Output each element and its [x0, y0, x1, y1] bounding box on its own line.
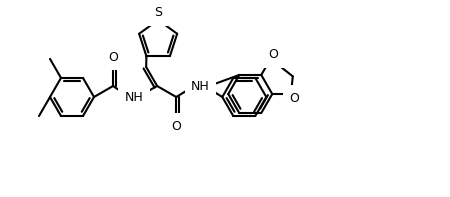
Text: O: O: [171, 120, 181, 133]
Text: NH: NH: [191, 80, 210, 93]
Text: S: S: [154, 7, 162, 20]
Text: O: O: [289, 91, 299, 104]
Text: O: O: [269, 48, 279, 61]
Text: NH: NH: [125, 90, 144, 103]
Text: O: O: [108, 50, 118, 63]
